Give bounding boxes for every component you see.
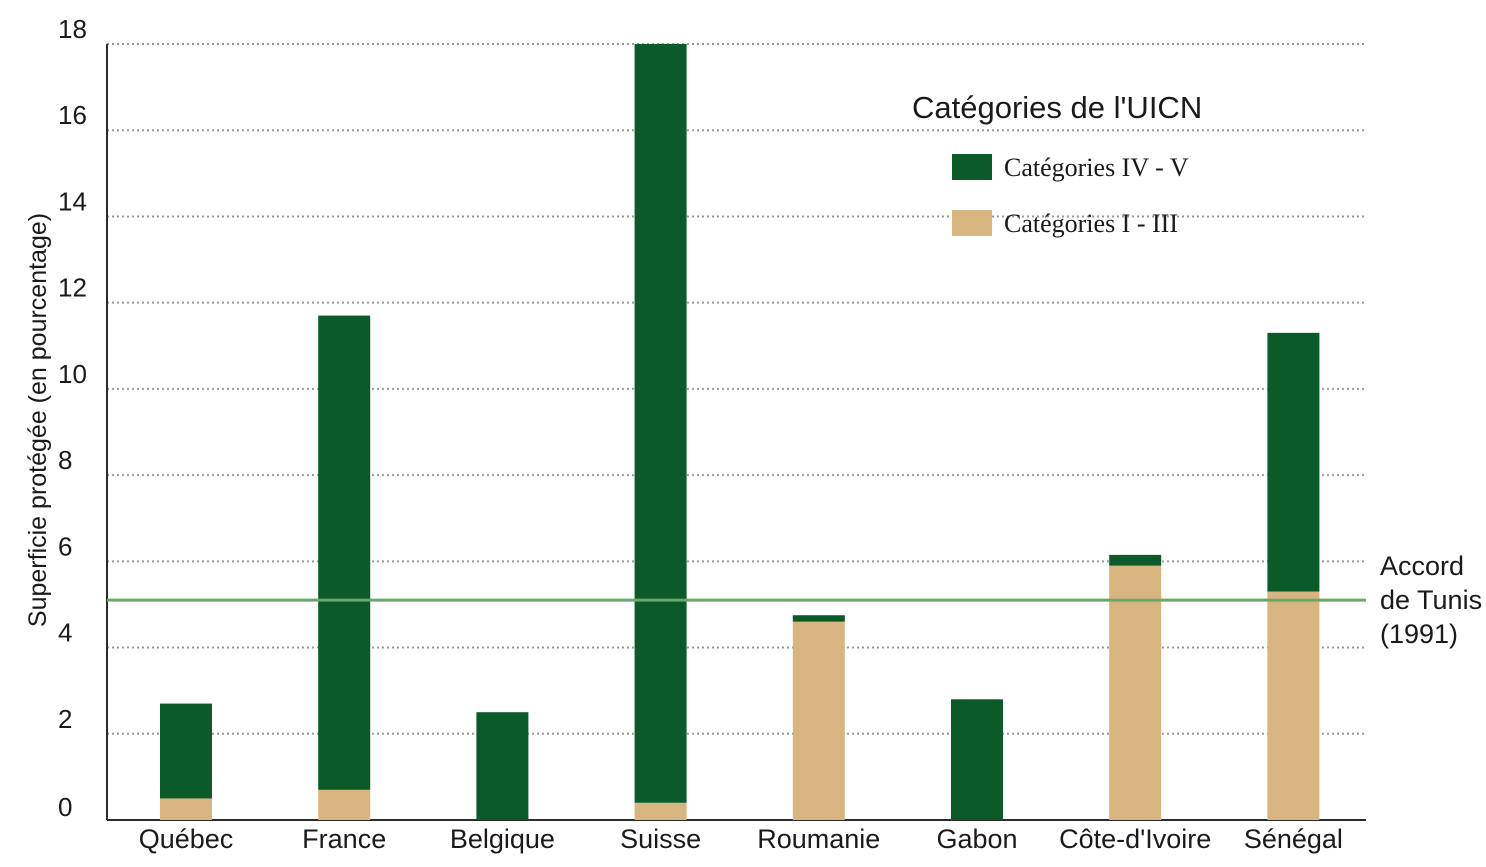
x-tick-label: Québec xyxy=(139,824,234,854)
reference-line-group: Accord de Tunis (1991) xyxy=(107,551,1482,649)
y-tick-label: 8 xyxy=(58,445,72,475)
x-tick-label: Gabon xyxy=(936,824,1017,854)
bar-segment xyxy=(792,621,845,820)
bar-segment xyxy=(1109,554,1162,566)
bar-segment xyxy=(634,44,687,803)
legend-label-iv-v: Catégories IV - V xyxy=(1004,153,1189,182)
bar-segment xyxy=(792,615,845,622)
bar-segment xyxy=(160,703,212,799)
bar-segment xyxy=(1267,591,1320,820)
reference-line-label: (1991) xyxy=(1380,619,1458,649)
bar-segment xyxy=(318,315,371,790)
x-tick-label: Roumanie xyxy=(757,824,880,854)
x-tick-label: Côte-d'Ivoire xyxy=(1059,824,1211,854)
y-tick-label: 0 xyxy=(58,792,72,822)
x-tick-label: Belgique xyxy=(450,824,555,854)
y-tick-label: 6 xyxy=(58,531,72,561)
x-tick-label: Sénégal xyxy=(1244,824,1343,854)
y-tick-label: 4 xyxy=(58,618,72,648)
bar-segment xyxy=(1267,332,1320,592)
x-tick-label: Suisse xyxy=(620,824,701,854)
reference-line-label: de Tunis xyxy=(1380,585,1482,615)
y-tick-labels: 0 2 4 6 8 10 12 14 16 18 xyxy=(58,14,87,822)
x-tick-labels: Québec France Belgique Suisse Roumanie Gabon C… xyxy=(139,824,1343,854)
legend-swatch-iv-v xyxy=(952,154,992,180)
y-tick-label: 14 xyxy=(58,186,87,216)
bar-segment xyxy=(160,798,212,820)
bar-segment xyxy=(476,712,529,820)
bar-segment xyxy=(1109,565,1162,820)
bar-segment xyxy=(951,699,1003,820)
legend-swatch-i-iii xyxy=(952,210,992,236)
bars xyxy=(160,44,1320,820)
y-tick-label: 10 xyxy=(58,359,87,389)
y-tick-label: 16 xyxy=(58,100,87,130)
y-tick-label: 2 xyxy=(58,704,72,734)
y-axis-label: Superficie protégée (en pourcentage) xyxy=(24,213,52,627)
y-tick-label: 18 xyxy=(58,14,87,44)
grid-lines xyxy=(107,43,1366,735)
x-tick-label: France xyxy=(302,824,386,854)
bar-segment xyxy=(634,802,687,820)
y-tick-label: 12 xyxy=(58,273,87,303)
legend: Catégories de l'UICN Catégories IV - V C… xyxy=(912,90,1202,238)
legend-label-i-iii: Catégories I - III xyxy=(1004,209,1178,238)
bar-segment xyxy=(318,789,371,820)
legend-title: Catégories de l'UICN xyxy=(912,90,1202,125)
reference-line-label: Accord xyxy=(1380,551,1464,581)
